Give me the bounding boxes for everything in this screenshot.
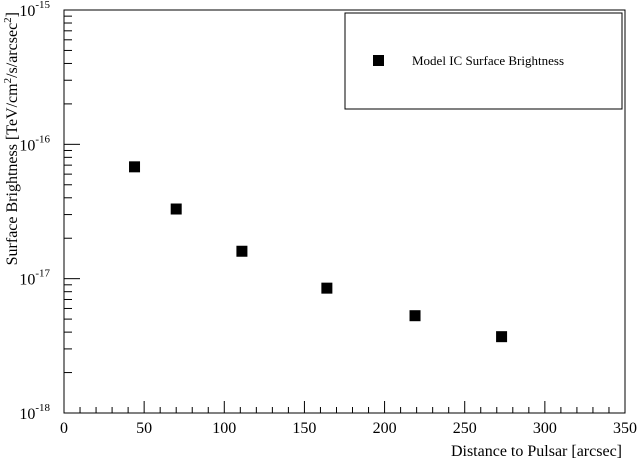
x-axis-tick-labels: 0 50 100 150 200 250 300 350: [60, 420, 637, 437]
x-axis-ticks: [63, 401, 626, 413]
data-points: [129, 161, 508, 343]
y-tick-label: 10-15: [19, 0, 50, 20]
x-tick-label: 150: [292, 420, 316, 437]
data-point: [170, 203, 182, 215]
plot-frame: [63, 9, 626, 414]
y-tick-label: 10-17: [19, 268, 50, 289]
x-tick-label: 250: [453, 420, 477, 437]
y-tick-label: 10-18: [19, 402, 50, 423]
x-axis-title: Distance to Pulsar [arcsec]: [451, 443, 622, 459]
data-point: [129, 161, 141, 173]
legend-marker: [373, 55, 384, 66]
legend-box: [344, 12, 623, 110]
x-tick-label: 0: [60, 420, 68, 437]
legend-label: Model IC Surface Brightness: [412, 53, 564, 68]
data-point: [409, 310, 421, 322]
x-tick-label: 300: [533, 420, 557, 437]
y-axis-title: Surface Brightness [TeV/cm2/s/arcsec2]: [2, 12, 21, 265]
legend: Model IC Surface Brightness: [344, 12, 623, 110]
y-axis-tick-labels: 10-18 10-17 10-16 10-15: [19, 0, 50, 423]
data-point: [496, 331, 508, 343]
x-tick-label: 50: [136, 420, 152, 437]
x-tick-label: 350: [613, 420, 637, 437]
x-tick-label: 200: [373, 420, 397, 437]
x-tick-label: 100: [212, 420, 236, 437]
y-tick-label: 10-16: [19, 133, 50, 154]
data-point: [236, 245, 248, 257]
y-axis-ticks: [64, 9, 80, 414]
data-point: [321, 282, 333, 294]
